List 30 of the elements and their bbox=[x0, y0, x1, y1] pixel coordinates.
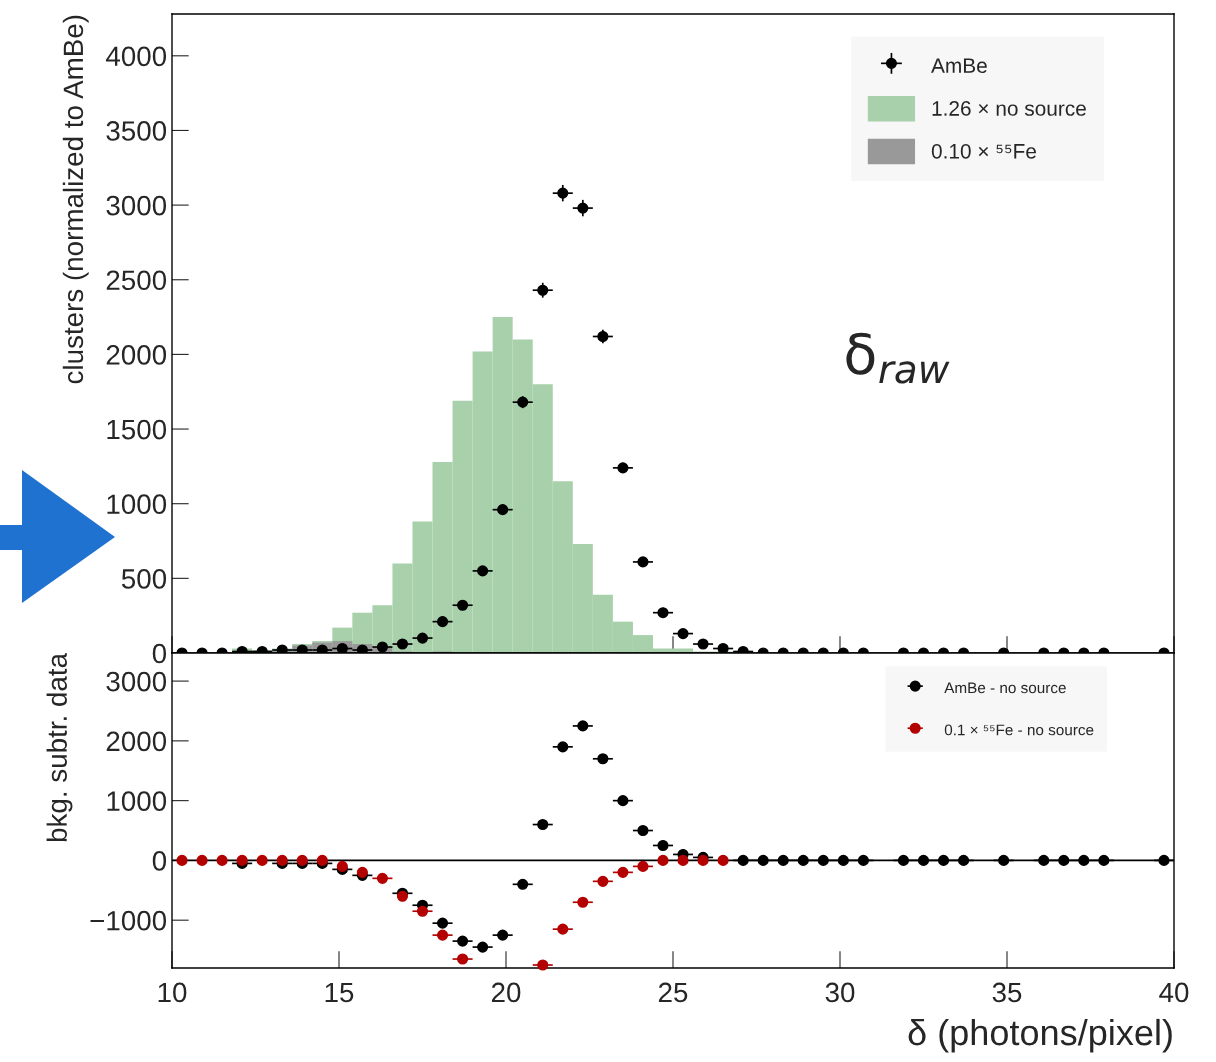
x-tick-label: 30 bbox=[825, 982, 855, 1003]
y-tick-label: 2000 bbox=[106, 345, 167, 365]
y-tick-label: 1000 bbox=[107, 494, 167, 515]
y-tick-label: 2500 bbox=[106, 270, 167, 291]
x-tick-label: 25 bbox=[658, 982, 688, 1003]
y-tick-label: 3000 bbox=[106, 195, 167, 216]
legend-label: 1.26 × no source bbox=[932, 101, 1086, 116]
legend-label: AmBe bbox=[931, 58, 987, 74]
x-tick-label: 15 bbox=[325, 982, 354, 1003]
x-tick-label: 10 bbox=[158, 982, 187, 1003]
x-tick-label: 20 bbox=[491, 982, 521, 1003]
x-tick-label: 40 bbox=[1159, 982, 1189, 1003]
y-tick-label: 0 bbox=[152, 851, 167, 871]
legend-label: 0.1 × ⁵⁵Fe - no source bbox=[944, 724, 1094, 736]
legend-label: AmBe - no source bbox=[944, 682, 1066, 694]
y-tick-label: 500 bbox=[121, 569, 167, 589]
y-tick-label: −1000 bbox=[90, 910, 167, 931]
annotation: δ$_{raw}$ bbox=[846, 332, 950, 384]
y-tick-label: 4000 bbox=[105, 46, 167, 67]
legend-label: 0.10 × ⁵⁵Fe bbox=[931, 143, 1036, 159]
x-axis-title: δ (photons/pixel) bbox=[908, 1018, 1172, 1053]
y-tick-label: 1500 bbox=[107, 419, 167, 440]
y-axis-title: clusters (normalized to AmBe) bbox=[62, 15, 89, 384]
y-tick-label: 3000 bbox=[106, 671, 167, 692]
y-tick-label: 0 bbox=[152, 643, 167, 664]
y-tick-label: 2000 bbox=[106, 731, 167, 752]
x-tick-label: 35 bbox=[992, 982, 1022, 1003]
y-tick-label: 3500 bbox=[106, 121, 167, 141]
y-axis-title: bkg. subtr. data bbox=[46, 652, 73, 842]
y-tick-label: 1000 bbox=[107, 791, 167, 811]
